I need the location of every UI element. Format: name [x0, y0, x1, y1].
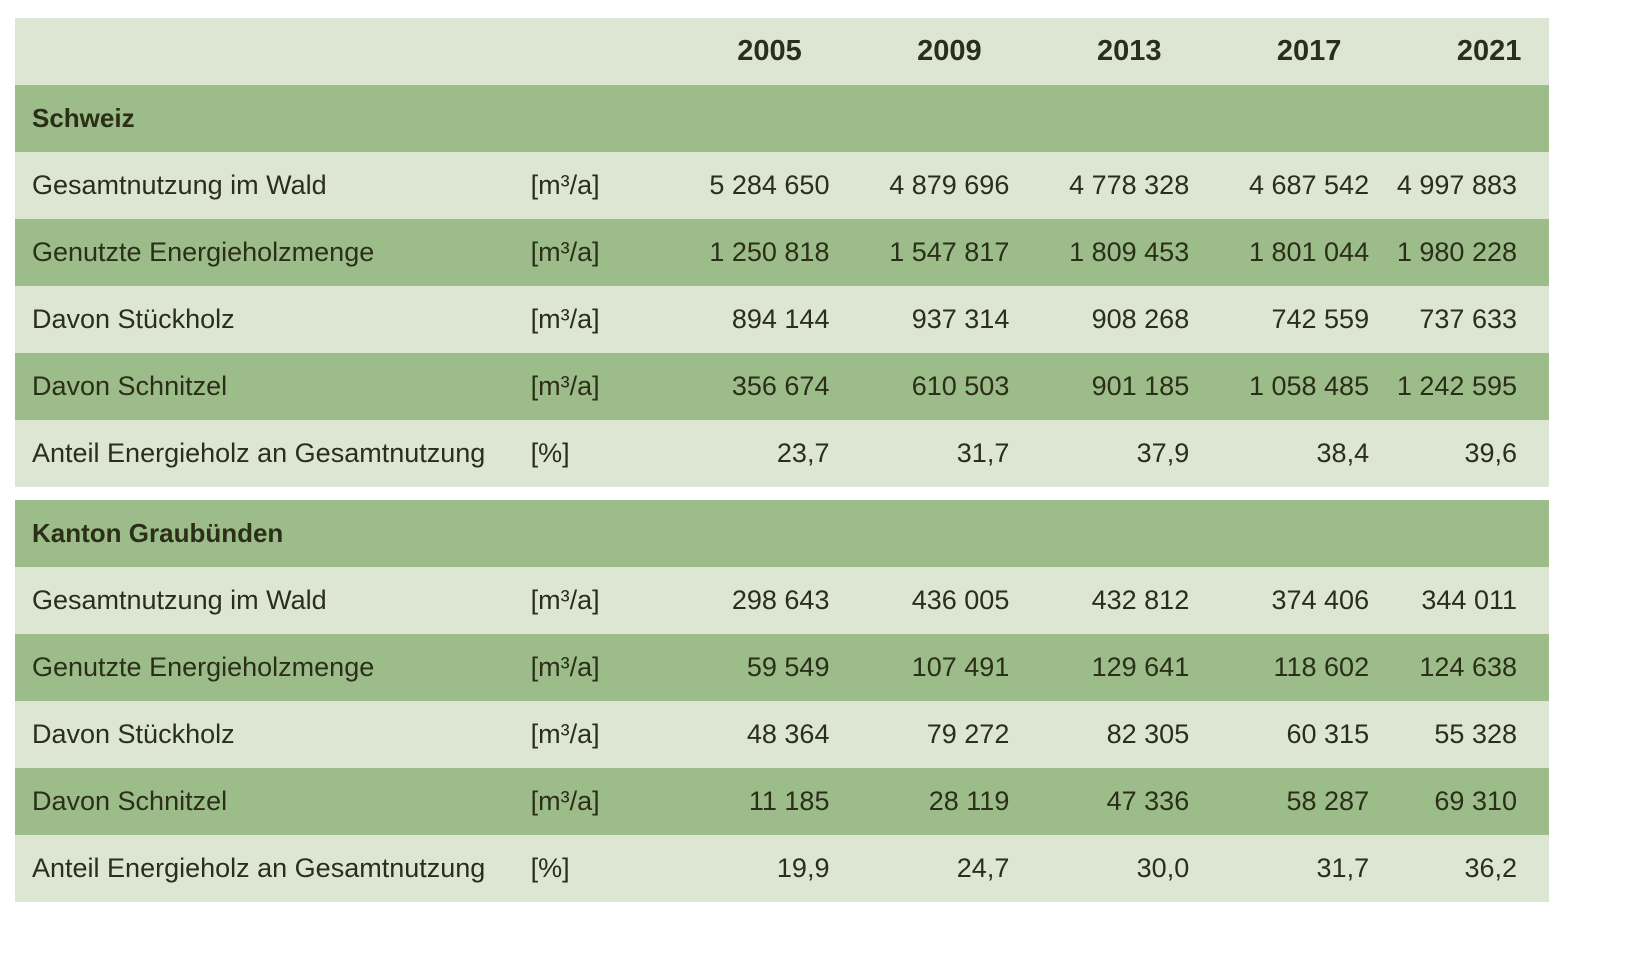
value-cell: 894 144	[731, 304, 830, 334]
section-title: Schweiz	[32, 103, 135, 133]
value-cell: 1 980 228	[1396, 237, 1517, 267]
row-label: Genutzte Energieholzmenge	[32, 237, 375, 267]
row-label: Anteil Energieholz an Gesamtnutzung	[32, 438, 486, 468]
table-row: Gesamtnutzung im Wald [m³/a] 5 284 650 4 87…	[15, 152, 1549, 219]
row-label: Davon Schnitzel	[32, 371, 228, 401]
value-cell: 37,9	[1136, 438, 1190, 468]
row-unit: [m³/a]	[530, 786, 600, 816]
value-cell: 1 058 485	[1248, 371, 1370, 401]
value-cell: 58 287	[1286, 786, 1370, 816]
value-cell: 30,0	[1136, 853, 1190, 883]
row-label: Anteil Energieholz an Gesamtnutzung	[32, 853, 486, 883]
value-cell: 36,2	[1464, 853, 1517, 883]
data-table: 2005 2009 2013 2017 2021 Schweiz Gesamtnu…	[15, 18, 1549, 902]
table-row: Anteil Energieholz an Gesamtnutzung [%] 19…	[15, 835, 1549, 902]
year-header: 2017	[1276, 35, 1342, 67]
table-row: Genutzte Energieholzmenge [m³/a] 59 549 107…	[15, 634, 1549, 701]
value-cell: 436 005	[911, 585, 1010, 615]
value-cell: 4 687 542	[1248, 170, 1370, 200]
value-cell: 298 643	[731, 585, 830, 615]
value-cell: 432 812	[1091, 585, 1190, 615]
row-label: Davon Stückholz	[32, 304, 235, 334]
value-cell: 60 315	[1286, 719, 1370, 749]
year-header: 2021	[1456, 35, 1522, 67]
value-cell: 4 997 883	[1396, 170, 1517, 200]
section-header-row: Schweiz	[15, 85, 1549, 152]
row-unit: [m³/a]	[530, 719, 600, 749]
row-unit: [m³/a]	[530, 237, 600, 267]
value-cell: 908 268	[1091, 304, 1190, 334]
row-unit: [%]	[530, 438, 570, 468]
value-cell: 5 284 650	[709, 170, 830, 200]
value-cell: 901 185	[1091, 371, 1190, 401]
value-cell: 356 674	[731, 371, 830, 401]
year-header: 2013	[1097, 35, 1162, 67]
row-label: Davon Schnitzel	[32, 786, 228, 816]
value-cell: 4 879 696	[889, 170, 1010, 200]
value-cell: 107 491	[911, 652, 1010, 682]
value-cell: 31,7	[956, 438, 1010, 468]
value-cell: 742 559	[1271, 304, 1370, 334]
row-unit: [m³/a]	[530, 652, 600, 682]
value-cell: 1 547 817	[889, 237, 1010, 267]
row-label: Gesamtnutzung im Wald	[32, 585, 327, 615]
table-row: Davon Stückholz [m³/a] 48 364 79 272 82 305 6…	[15, 701, 1549, 768]
value-cell: 24,7	[956, 853, 1010, 883]
value-cell: 118 602	[1273, 652, 1370, 682]
value-cell: 48 364	[746, 719, 830, 749]
value-cell: 79 272	[926, 719, 1010, 749]
row-unit: [m³/a]	[530, 371, 600, 401]
value-cell: 4 778 328	[1069, 170, 1190, 200]
year-header: 2009	[917, 35, 982, 67]
value-cell: 1 242 595	[1396, 371, 1517, 401]
value-cell: 39,6	[1464, 438, 1517, 468]
value-cell: 19,9	[776, 853, 830, 883]
table-row: Davon Stückholz [m³/a] 894 144 937 314 908 2…	[15, 286, 1549, 353]
table-row: Genutzte Energieholzmenge [m³/a] 1 250 818…	[15, 219, 1549, 286]
row-unit: [%]	[530, 853, 570, 883]
year-header: 2005	[737, 35, 802, 67]
section-header-row: Kanton Graubünden	[15, 500, 1549, 567]
value-cell: 55 328	[1434, 719, 1517, 749]
value-cell: 1 250 818	[709, 237, 830, 267]
value-cell: 610 503	[911, 371, 1010, 401]
value-cell: 124 638	[1419, 652, 1517, 682]
row-unit: [m³/a]	[530, 170, 600, 200]
value-cell: 937 314	[911, 304, 1010, 334]
section-title: Kanton Graubünden	[32, 518, 284, 548]
value-cell: 129 641	[1091, 652, 1190, 682]
table-row: Davon Schnitzel [m³/a] 11 185 28 119 47 336 5…	[15, 768, 1549, 835]
section-divider	[15, 487, 1549, 500]
row-label: Davon Stückholz	[32, 719, 235, 749]
row-unit: [m³/a]	[530, 585, 600, 615]
value-cell: 1 801 044	[1248, 237, 1370, 267]
table-row: Davon Schnitzel [m³/a] 356 674 610 503 901 1…	[15, 353, 1549, 420]
value-cell: 23,7	[776, 438, 830, 468]
table-row: Anteil Energieholz an Gesamtnutzung [%] 23…	[15, 420, 1549, 487]
header-row: 2005 2009 2013 2017 2021	[15, 18, 1549, 85]
value-cell: 47 336	[1106, 786, 1190, 816]
value-cell: 59 549	[746, 652, 830, 682]
row-unit: [m³/a]	[530, 304, 600, 334]
value-cell: 374 406	[1271, 585, 1370, 615]
value-cell: 344 011	[1421, 585, 1517, 615]
value-cell: 737 633	[1419, 304, 1517, 334]
value-cell: 11 185	[748, 786, 830, 816]
value-cell: 1 809 453	[1069, 237, 1190, 267]
row-label: Gesamtnutzung im Wald	[32, 170, 327, 200]
value-cell: 38,4	[1316, 438, 1370, 468]
table-row: Gesamtnutzung im Wald [m³/a] 298 643 436 00…	[15, 567, 1549, 634]
value-cell: 82 305	[1106, 719, 1190, 749]
value-cell: 31,7	[1316, 853, 1370, 883]
row-label: Genutzte Energieholzmenge	[32, 652, 375, 682]
value-cell: 28 119	[928, 786, 1010, 816]
value-cell: 69 310	[1434, 786, 1517, 816]
